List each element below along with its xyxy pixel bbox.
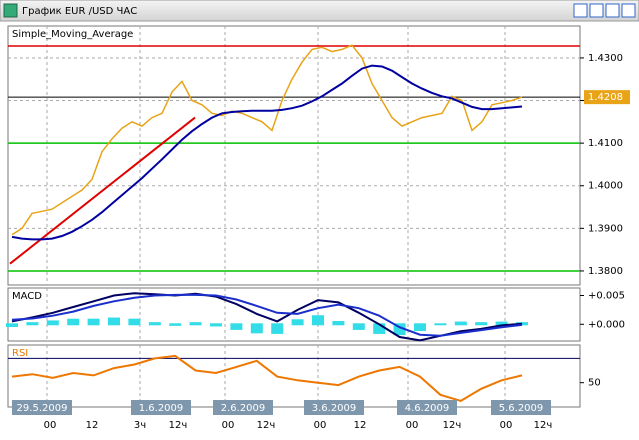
y-tick-label: 1.4300: [588, 53, 623, 64]
series-line: [11, 293, 523, 337]
histogram-bar: [210, 323, 222, 327]
date-tag: [131, 400, 191, 415]
pane-title: Simple_Moving_Average: [12, 29, 133, 40]
pane-frame: [7, 25, 581, 286]
date-label: 5.6.2009: [499, 403, 544, 414]
maximize-button[interactable]: [589, 3, 604, 18]
pane-title: RSI: [12, 348, 28, 359]
histogram-bar: [434, 323, 447, 326]
hour-label: 12: [354, 420, 367, 431]
date-tag: [397, 400, 457, 415]
hour-label: 12ч: [169, 420, 188, 431]
hour-label: 3ч: [134, 420, 146, 431]
date-label: 1.6.2009: [139, 403, 184, 414]
y-tick-label: 1.4000: [588, 181, 623, 192]
histogram-bar: [373, 323, 386, 334]
histogram-bar: [108, 317, 120, 326]
histogram-bar: [312, 315, 324, 326]
hour-label: 00: [44, 420, 57, 431]
y-tick-label: 50: [588, 378, 601, 389]
histogram-bar: [393, 323, 406, 336]
hour-label: 12: [86, 420, 99, 431]
date-tag: [213, 400, 273, 415]
date-tag: [491, 400, 551, 415]
window-title: График EUR /USD ЧАС: [22, 6, 137, 17]
histogram-bar: [128, 318, 141, 326]
hour-label: 00: [314, 420, 327, 431]
date-label: 29.5.2009: [17, 403, 68, 414]
histogram-bar: [6, 323, 18, 328]
date-label: 3.6.2009: [312, 403, 357, 414]
title-bar: [0, 0, 639, 22]
histogram-bar: [46, 320, 59, 326]
series-line: [11, 354, 523, 402]
y-tick-label: +0.005: [588, 290, 625, 301]
histogram-bar: [332, 320, 345, 326]
date-tag: [304, 400, 364, 415]
histogram-bar: [169, 323, 182, 326]
y-tick-label: +0.000: [588, 319, 625, 330]
hour-label: 12ч: [534, 420, 553, 431]
minimize-button[interactable]: [573, 3, 588, 18]
window-icon: [3, 3, 18, 18]
histogram-bar: [26, 322, 39, 326]
histogram-bar: [352, 323, 365, 330]
date-label: 4.6.2009: [405, 403, 450, 414]
date-label: 2.6.2009: [221, 403, 266, 414]
hour-label: 00: [222, 420, 235, 431]
price-tag-label: 1.4208: [588, 92, 623, 103]
hour-label: 00: [406, 420, 419, 431]
hour-label: 12ч: [257, 420, 276, 431]
restore-button[interactable]: [605, 3, 620, 18]
close-button[interactable]: [621, 3, 636, 18]
hour-label: 12ч: [443, 420, 462, 431]
pane-frame: [7, 344, 581, 408]
histogram-bar: [148, 322, 161, 326]
histogram-bar: [67, 318, 80, 326]
histogram-bar: [230, 323, 243, 330]
series-line: [11, 64, 523, 241]
histogram-bar: [291, 319, 304, 326]
histogram-bar: [189, 322, 202, 326]
panes: 1.38001.39001.40001.41001.42001.43001.42…: [6, 25, 630, 431]
price-tag: [584, 90, 630, 105]
histogram-bar: [475, 322, 488, 326]
y-tick-label: 1.3800: [588, 266, 623, 277]
histogram-bar: [495, 321, 508, 326]
y-tick-label: 1.4100: [588, 138, 623, 149]
hour-label: 00: [500, 420, 513, 431]
histogram-bar: [250, 323, 263, 334]
y-tick-label: 1.3900: [588, 223, 623, 234]
histogram-bar: [414, 323, 426, 332]
pane-title: MACD: [12, 291, 42, 302]
histogram-bar: [454, 321, 467, 326]
date-tag: [12, 400, 72, 415]
histogram-bar: [87, 318, 100, 326]
histogram-bar: [271, 323, 284, 334]
series-line: [11, 44, 523, 236]
